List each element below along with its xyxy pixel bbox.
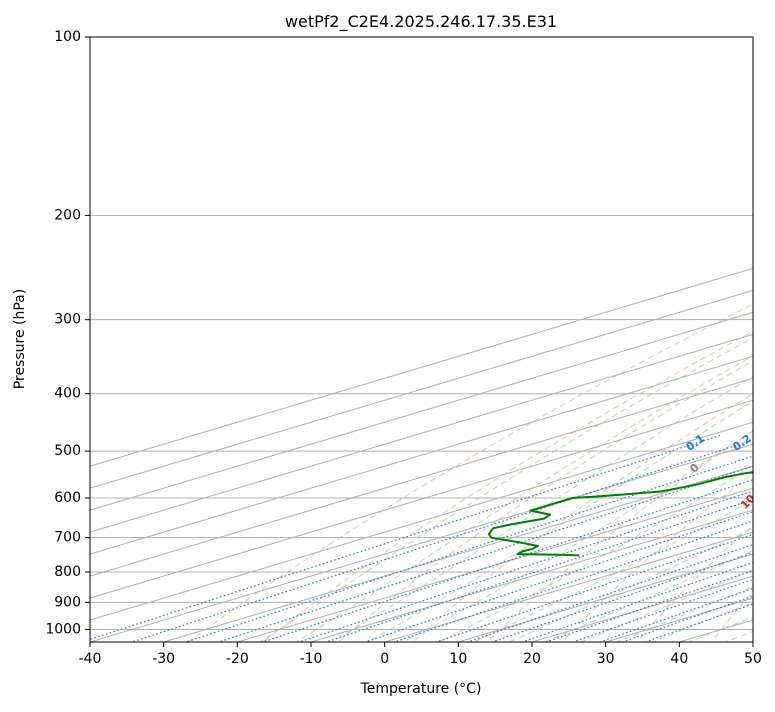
plot-area: -100-90-80-70-60-50-40-30-20-100.10.20.4… [0,10,775,654]
moist-adiabat [694,37,775,654]
y-tick-label: 700 [54,530,81,546]
mixing-ratio-line [45,435,721,654]
x-tick-label: 10 [449,651,467,667]
x-tick-label: 40 [670,651,688,667]
dry-adiabat [400,10,775,654]
isotherm [271,10,775,654]
y-tick-label: 800 [54,564,81,580]
dry-adiabat [324,10,775,654]
x-tick-label: -30 [152,651,175,667]
y-tick-label: 300 [54,312,81,328]
moist-adiabat [483,37,775,654]
moist-adiabat [414,37,775,654]
isotherm [50,10,775,654]
isotherm [345,10,775,654]
x-tick-label: 0 [380,651,389,667]
dry-adiabat [173,10,775,654]
y-tick-label: 600 [54,490,81,506]
moist-adiabat [552,37,775,654]
dry-adiabat [249,10,775,654]
moist-adiabat [587,37,775,654]
moist-adiabat [312,37,775,654]
moist-adiabat [277,37,775,654]
isotherm [124,10,775,654]
y-tick-label: 400 [54,386,81,402]
y-tick-label: 100 [54,29,81,45]
mixing-ratio-label: 0.2 [730,432,753,454]
y-tick-label: 200 [54,207,81,223]
moist-adiabat [517,37,775,654]
chart-title: wetPf2_C2E4.2025.246.17.35.E31 [285,12,557,32]
y-tick-label: 900 [54,594,81,610]
moist-adiabat [346,37,775,654]
y-axis-title: Pressure (hPa) [12,289,28,389]
moist-adiabat [448,37,775,654]
x-tick-label: 50 [744,651,762,667]
x-tick-label: 30 [597,651,615,667]
x-axis-title: Temperature (°C) [360,681,482,697]
x-tick-label: -40 [79,651,102,667]
plot-frame [90,37,753,642]
x-tick-label: -20 [226,651,249,667]
isotherm [492,10,775,654]
mixing-ratio-line [458,435,775,654]
axes: -40 -30 -20 -10 0 10 20 30 40 50 100 200 300 400 500 60… [45,29,762,667]
x-tick-label: -10 [300,651,323,667]
isotherm [713,10,775,654]
y-tick-label: 500 [54,443,81,459]
mixing-ratio-line [512,435,775,654]
y-tick-label: 1000 [45,621,81,637]
x-tick-label: 20 [523,651,541,667]
isotherm [639,10,775,654]
moist-adiabat-label: 10 [738,492,758,512]
isotherm [418,10,775,654]
